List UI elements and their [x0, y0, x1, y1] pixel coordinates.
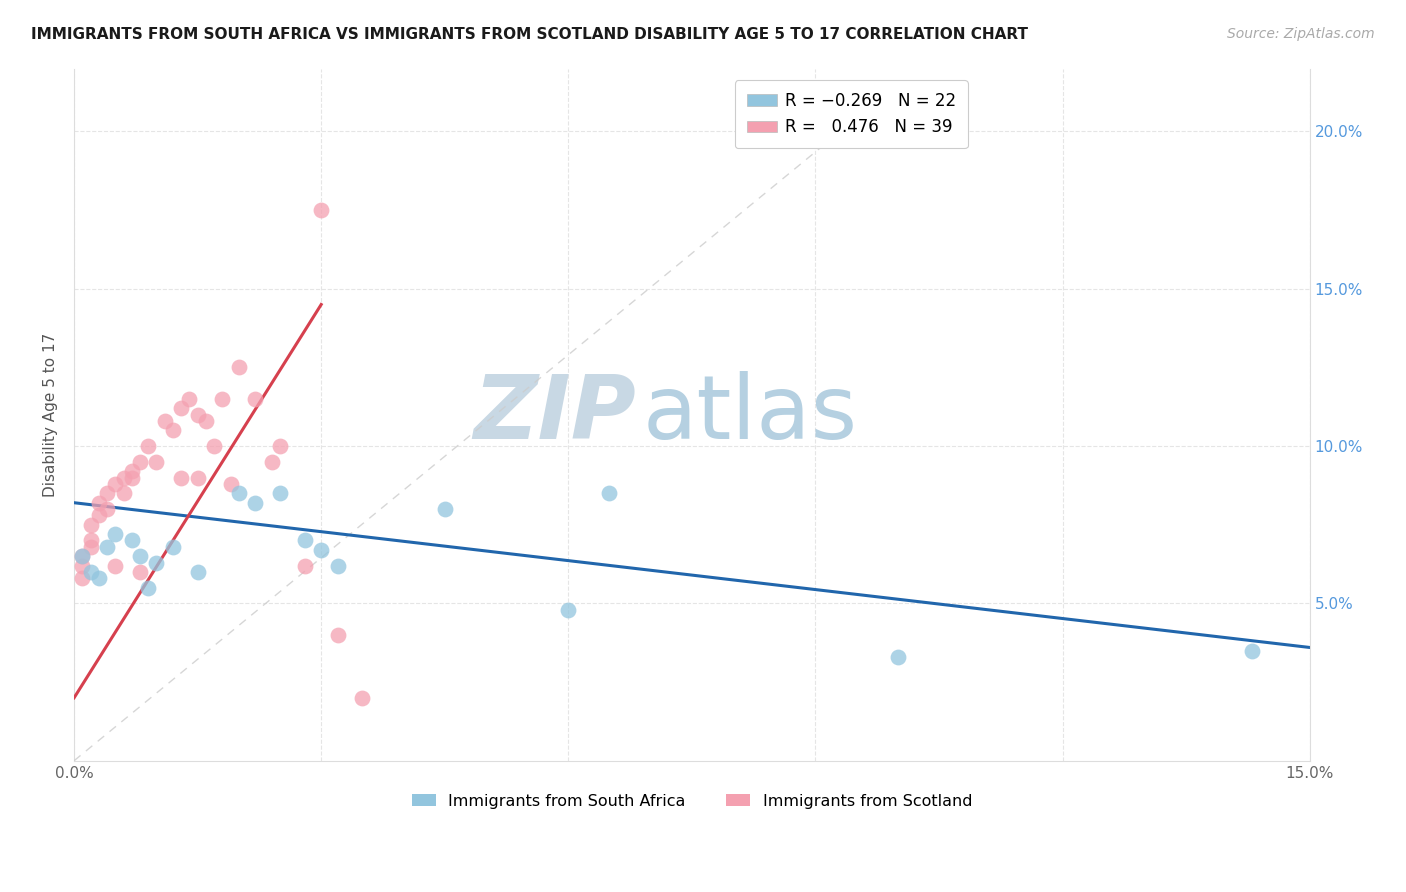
Point: [153, 414, 176, 428]
Point: [87, 571, 110, 585]
Point: [202, 439, 225, 453]
Point: [219, 476, 242, 491]
Point: [72, 558, 94, 573]
Point: [96, 502, 118, 516]
Point: [112, 486, 135, 500]
Point: [260, 455, 283, 469]
Point: [104, 527, 127, 541]
Point: [326, 558, 349, 573]
Point: [228, 360, 250, 375]
Point: [326, 628, 349, 642]
Point: [309, 543, 332, 558]
Point: [228, 486, 250, 500]
Point: [79, 540, 101, 554]
Point: [87, 496, 110, 510]
Point: [79, 533, 101, 548]
Point: [170, 401, 193, 416]
Point: [194, 414, 217, 428]
Point: [187, 470, 209, 484]
Point: [112, 470, 135, 484]
Point: [87, 508, 110, 523]
Point: [598, 486, 620, 500]
Point: [145, 556, 167, 570]
Point: [170, 470, 193, 484]
Text: IMMIGRANTS FROM SOUTH AFRICA VS IMMIGRANTS FROM SCOTLAND DISABILITY AGE 5 TO 17 : IMMIGRANTS FROM SOUTH AFRICA VS IMMIGRAN…: [31, 27, 1028, 42]
Text: ZIP: ZIP: [474, 371, 637, 458]
Point: [187, 565, 209, 579]
Point: [179, 392, 201, 406]
Point: [96, 486, 118, 500]
Point: [104, 476, 127, 491]
Text: Source: ZipAtlas.com: Source: ZipAtlas.com: [1227, 27, 1375, 41]
Point: [96, 540, 118, 554]
Y-axis label: Disability Age 5 to 17: Disability Age 5 to 17: [44, 333, 58, 497]
Point: [136, 439, 159, 453]
Point: [129, 455, 152, 469]
Point: [121, 464, 143, 478]
Point: [129, 565, 152, 579]
Point: [294, 558, 316, 573]
Point: [145, 455, 167, 469]
Point: [309, 203, 332, 218]
Point: [121, 470, 143, 484]
Point: [104, 558, 127, 573]
Point: [129, 549, 152, 564]
Point: [72, 549, 94, 564]
Point: [72, 571, 94, 585]
Point: [1240, 643, 1263, 657]
Point: [136, 581, 159, 595]
Legend: Immigrants from South Africa, Immigrants from Scotland: Immigrants from South Africa, Immigrants…: [405, 788, 979, 815]
Point: [433, 502, 456, 516]
Point: [269, 439, 291, 453]
Point: [72, 549, 94, 564]
Point: [269, 486, 291, 500]
Point: [245, 392, 267, 406]
Point: [121, 533, 143, 548]
Point: [162, 423, 184, 437]
Text: atlas: atlas: [643, 371, 858, 458]
Point: [211, 392, 233, 406]
Point: [79, 517, 101, 532]
Point: [245, 496, 267, 510]
Point: [294, 533, 316, 548]
Point: [79, 565, 101, 579]
Point: [162, 540, 184, 554]
Point: [352, 690, 374, 705]
Point: [187, 408, 209, 422]
Point: [887, 649, 910, 664]
Point: [557, 603, 579, 617]
